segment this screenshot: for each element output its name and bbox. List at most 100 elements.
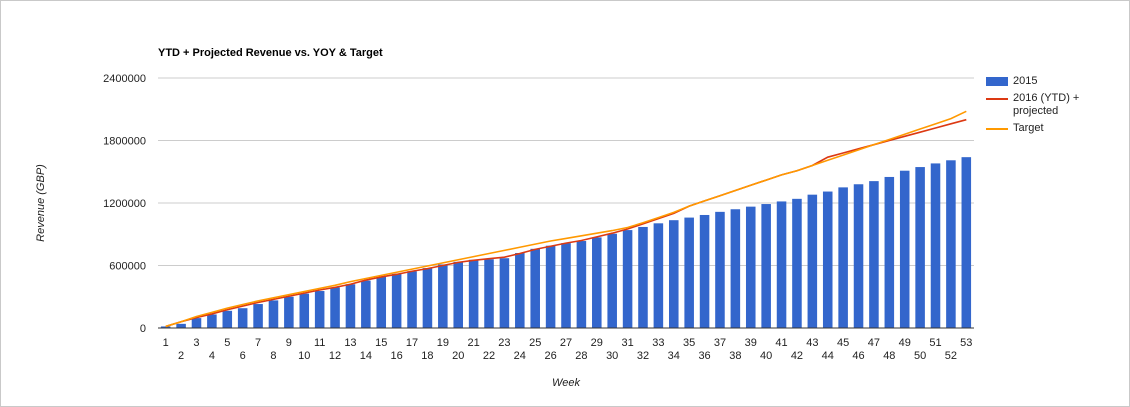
bar-2015 xyxy=(207,314,217,328)
x-tick-label: 10 xyxy=(298,350,310,362)
bar-2015 xyxy=(176,323,186,328)
x-tick-label: 21 xyxy=(467,337,479,349)
legend-swatch-2015 xyxy=(986,77,1008,86)
x-tick-label: 51 xyxy=(929,337,941,349)
bar-2015 xyxy=(915,167,925,328)
bar-2015 xyxy=(669,220,679,328)
x-tick-label: 36 xyxy=(698,350,710,362)
bar-2015 xyxy=(730,209,741,328)
x-tick-label: 18 xyxy=(421,350,433,362)
bar-2015 xyxy=(869,181,879,328)
bar-2015 xyxy=(607,233,617,328)
bar-2015 xyxy=(499,258,510,328)
x-tick-label: 15 xyxy=(375,337,387,349)
x-tick-label: 47 xyxy=(868,337,880,349)
bar-2015 xyxy=(761,204,771,328)
bar-2015 xyxy=(899,170,910,328)
x-tick-label: 16 xyxy=(391,350,403,362)
bar-2015 xyxy=(884,176,895,328)
legend-item-2015[interactable]: 2015 xyxy=(986,75,1106,88)
bar-2015 xyxy=(468,259,479,328)
x-tick-label: 2 xyxy=(178,350,184,362)
bar-2015 xyxy=(561,243,571,328)
x-tick-label: 40 xyxy=(760,350,772,362)
y-tick-label: 600000 xyxy=(109,261,146,273)
x-tick-label: 14 xyxy=(360,350,372,362)
bar-2015 xyxy=(515,253,525,328)
bar-2015 xyxy=(776,201,787,328)
x-tick-label: 41 xyxy=(775,337,787,349)
legend-item-2016[interactable]: 2016 (YTD) + projected xyxy=(986,92,1106,118)
x-tick-label: 48 xyxy=(883,350,895,362)
y-tick-label: 2400000 xyxy=(103,73,146,85)
y-tick-label: 1200000 xyxy=(103,198,146,210)
x-tick-label: 35 xyxy=(683,337,695,349)
y-tick-label: 0 xyxy=(140,323,146,335)
bar-2015 xyxy=(253,304,263,328)
x-tick-label: 20 xyxy=(452,350,464,362)
x-tick-label: 27 xyxy=(560,337,572,349)
bar-2015 xyxy=(237,308,248,328)
x-tick-label: 33 xyxy=(652,337,664,349)
x-tick-label: 32 xyxy=(637,350,649,362)
bar-2015 xyxy=(745,206,756,328)
bar-2015 xyxy=(838,187,848,328)
legend-swatch-target xyxy=(986,128,1008,130)
x-axis-title: Week xyxy=(552,377,580,389)
bar-2015 xyxy=(391,273,402,328)
bar-2015 xyxy=(930,163,941,328)
legend-swatch-2016 xyxy=(986,98,1008,100)
bar-2015 xyxy=(545,245,556,328)
bar-2015 xyxy=(699,214,710,328)
bar-2015 xyxy=(330,287,340,328)
x-tick-label: 22 xyxy=(483,350,495,362)
legend-item-target[interactable]: Target xyxy=(986,122,1106,135)
x-tick-label: 44 xyxy=(822,350,834,362)
x-tick-label: 12 xyxy=(329,350,341,362)
bar-2015 xyxy=(530,248,540,328)
bar-2015 xyxy=(576,241,587,328)
x-tick-label: 28 xyxy=(575,350,587,362)
x-tick-label: 30 xyxy=(606,350,618,362)
bar-2015 xyxy=(376,276,387,328)
bar-2015 xyxy=(792,198,802,328)
bar-2015 xyxy=(653,223,664,328)
x-tick-label: 11 xyxy=(314,337,325,349)
x-tick-label: 8 xyxy=(270,350,276,362)
x-tick-label: 1 xyxy=(163,337,169,349)
bar-2015 xyxy=(961,157,972,328)
x-tick-label: 31 xyxy=(621,337,633,349)
x-tick-label: 23 xyxy=(498,337,510,349)
bar-2015 xyxy=(622,230,633,328)
bar-2015 xyxy=(822,191,833,328)
bar-2015 xyxy=(314,291,325,328)
x-tick-label: 34 xyxy=(668,350,680,362)
bar-2015 xyxy=(222,310,233,328)
x-tick-label: 43 xyxy=(806,337,818,349)
x-tick-label: 19 xyxy=(437,337,449,349)
x-tick-label: 7 xyxy=(255,337,261,349)
bar-2015 xyxy=(684,217,694,328)
x-tick-label: 29 xyxy=(591,337,603,349)
x-tick-label: 24 xyxy=(514,350,526,362)
x-tick-label: 25 xyxy=(529,337,541,349)
x-tick-label: 17 xyxy=(406,337,418,349)
line-2016-ytd-projected xyxy=(165,118,967,328)
x-tick-label: 39 xyxy=(745,337,757,349)
bar-2015 xyxy=(438,264,448,328)
legend-label-2015: 2015 xyxy=(1013,75,1038,87)
x-tick-label: 9 xyxy=(286,337,292,349)
bar-2015 xyxy=(853,184,864,328)
bar-2015 xyxy=(191,318,202,328)
bar-2015 xyxy=(638,226,648,328)
x-tick-label: 26 xyxy=(544,350,556,362)
legend: 2015 2016 (YTD) + projected Target xyxy=(986,75,1106,139)
bar-2015 xyxy=(268,300,279,328)
x-tick-label: 4 xyxy=(209,350,215,362)
x-tick-label: 6 xyxy=(240,350,246,362)
bar-2015 xyxy=(422,268,433,328)
bar-2015 xyxy=(160,326,171,328)
y-tick-label: 1800000 xyxy=(103,136,146,148)
